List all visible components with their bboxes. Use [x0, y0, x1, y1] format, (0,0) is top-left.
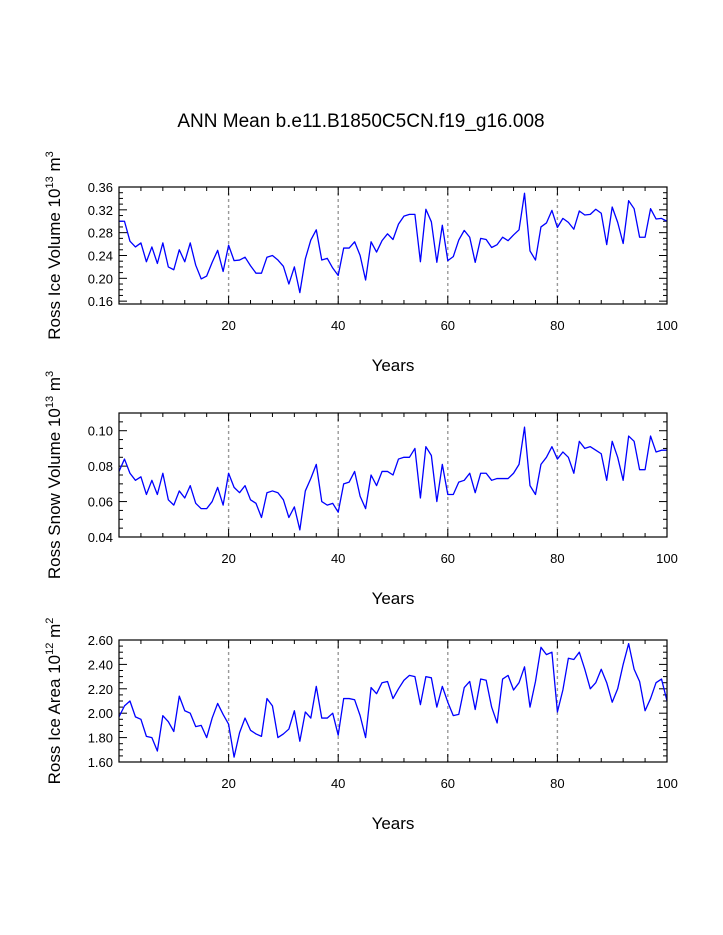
- data-line-series: [118, 643, 668, 758]
- chart-panel-3: 20 40 60 80 100 1.60 1.80 2.00 2.20 2.40 2.60 Years…: [44, 618, 678, 833]
- y-tick-label: 1.80: [88, 731, 113, 746]
- plot-frame: [118, 639, 668, 763]
- x-axis-label: Years: [372, 814, 415, 833]
- x-tick-label: 20: [221, 776, 235, 791]
- chart-panel-2: 20 40 60 80 100 0.04 0.06 0.08 0.10 Years Ross Sno…: [44, 371, 678, 608]
- x-axis-label: Years: [372, 356, 415, 375]
- x-tick-label: 60: [441, 551, 455, 566]
- x-tick-label: 100: [656, 776, 678, 791]
- y-tick-label: 0.36: [88, 180, 113, 195]
- y-axis-label: Ross Ice Volume 1013 m3: [44, 151, 64, 339]
- x-tick-label: 80: [550, 551, 564, 566]
- y-tick-label: 0.20: [88, 271, 113, 286]
- x-tick-label: 60: [441, 318, 455, 333]
- x-tick-label: 100: [656, 318, 678, 333]
- y-tick-label: 0.24: [88, 248, 113, 263]
- data-line-series: [119, 192, 668, 294]
- y-tick-label: 1.60: [88, 755, 113, 770]
- plot-frame: [118, 412, 668, 538]
- y-tick-label: 0.08: [88, 459, 113, 474]
- x-tick-label: 40: [331, 551, 345, 566]
- x-tick-label: 20: [221, 318, 235, 333]
- y-axis-label: Ross Ice Area 1012 m2: [44, 618, 64, 785]
- y-tick-label: 0.04: [88, 530, 113, 545]
- y-tick-label: 2.60: [88, 633, 113, 648]
- y-tick-label: 2.40: [88, 657, 113, 672]
- chart-title: ANN Mean b.e11.B1850C5CN.f19_g16.008: [177, 111, 544, 132]
- y-tick-label: 2.00: [88, 706, 113, 721]
- x-tick-label: 20: [221, 551, 235, 566]
- plot-frame: [118, 186, 668, 305]
- x-tick-label: 40: [331, 318, 345, 333]
- y-tick-label: 0.10: [88, 424, 113, 439]
- x-tick-label: 40: [331, 776, 345, 791]
- y-tick-label: 0.16: [88, 294, 113, 309]
- y-tick-label: 0.06: [88, 495, 113, 510]
- chart-panel-1: 20 40 60 80 100 0.16 0.20 0.24 0.28 0.32 0.36 Years…: [44, 151, 678, 375]
- data-line-series: [118, 426, 667, 531]
- x-tick-label: 100: [656, 551, 678, 566]
- x-tick-label: 80: [550, 776, 564, 791]
- y-tick-label: 2.20: [88, 682, 113, 697]
- y-tick-label: 0.32: [88, 203, 113, 218]
- x-tick-label: 60: [441, 776, 455, 791]
- x-axis-label: Years: [372, 589, 415, 608]
- y-axis-label: Ross Snow Volume 1013 m3: [44, 371, 64, 579]
- y-tick-label: 0.28: [88, 226, 113, 241]
- x-tick-label: 80: [550, 318, 564, 333]
